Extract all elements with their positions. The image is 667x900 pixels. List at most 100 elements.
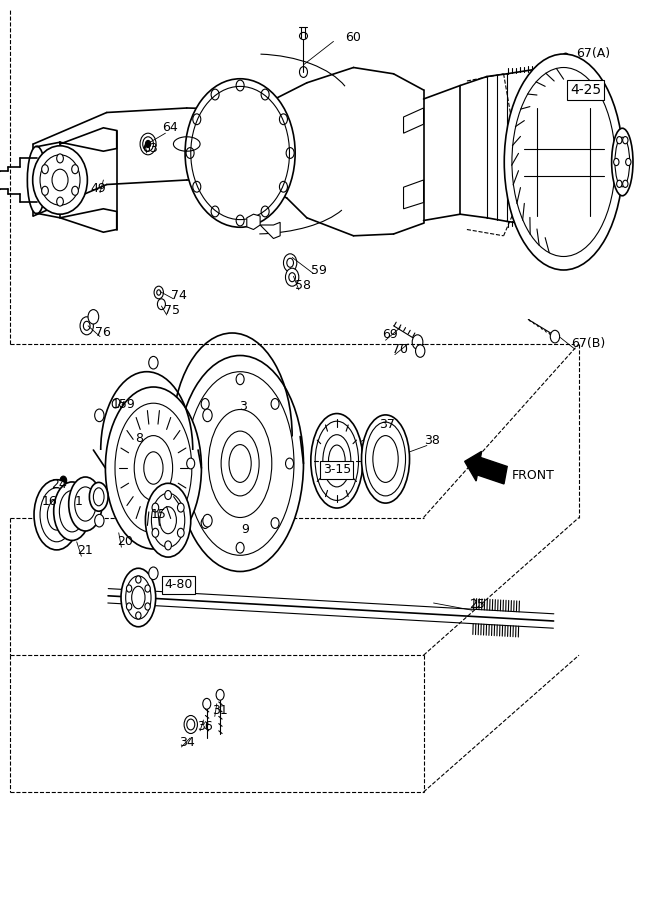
- Polygon shape: [260, 222, 280, 239]
- Text: 1: 1: [75, 495, 83, 508]
- Text: 38: 38: [424, 435, 440, 447]
- Circle shape: [95, 409, 104, 422]
- Text: 24: 24: [51, 478, 67, 491]
- Ellipse shape: [362, 415, 410, 503]
- Circle shape: [271, 518, 279, 528]
- Text: 9: 9: [241, 523, 249, 536]
- Ellipse shape: [75, 487, 96, 521]
- Circle shape: [177, 503, 184, 512]
- Circle shape: [60, 476, 67, 485]
- Circle shape: [416, 345, 425, 357]
- Ellipse shape: [144, 452, 163, 484]
- Circle shape: [143, 137, 153, 151]
- Circle shape: [201, 518, 209, 528]
- Text: 49: 49: [91, 183, 107, 195]
- Circle shape: [127, 603, 132, 610]
- Text: 4-80: 4-80: [165, 579, 193, 591]
- Circle shape: [184, 716, 197, 733]
- Polygon shape: [60, 128, 117, 151]
- Ellipse shape: [299, 32, 307, 40]
- Circle shape: [412, 335, 423, 349]
- Circle shape: [154, 286, 163, 299]
- Circle shape: [203, 409, 212, 422]
- Ellipse shape: [69, 477, 102, 531]
- Circle shape: [201, 399, 209, 410]
- Text: 4-25: 4-25: [570, 83, 601, 97]
- Circle shape: [57, 197, 63, 206]
- Circle shape: [562, 53, 569, 62]
- Circle shape: [57, 154, 63, 163]
- Circle shape: [212, 500, 225, 518]
- Ellipse shape: [53, 482, 91, 540]
- Text: 58: 58: [295, 279, 311, 292]
- Circle shape: [285, 268, 299, 286]
- Polygon shape: [404, 180, 424, 209]
- Ellipse shape: [125, 576, 151, 619]
- Ellipse shape: [311, 413, 363, 508]
- Circle shape: [157, 299, 165, 310]
- Circle shape: [165, 541, 171, 550]
- Ellipse shape: [177, 356, 303, 572]
- Text: 60: 60: [346, 32, 362, 44]
- Ellipse shape: [186, 372, 294, 555]
- Circle shape: [203, 698, 211, 709]
- Text: 34: 34: [179, 736, 195, 749]
- Text: 59: 59: [311, 264, 327, 276]
- Ellipse shape: [112, 399, 120, 408]
- Polygon shape: [60, 209, 117, 232]
- Text: 67(B): 67(B): [571, 338, 606, 350]
- Text: 76: 76: [95, 327, 111, 339]
- Ellipse shape: [185, 79, 295, 227]
- Circle shape: [187, 719, 195, 730]
- Ellipse shape: [34, 480, 79, 550]
- Polygon shape: [247, 214, 260, 230]
- Circle shape: [41, 186, 48, 195]
- Text: 16: 16: [42, 495, 58, 508]
- Text: 3: 3: [239, 400, 247, 413]
- Ellipse shape: [27, 146, 46, 214]
- Circle shape: [177, 528, 184, 537]
- Circle shape: [145, 585, 150, 592]
- Text: 70: 70: [392, 343, 408, 356]
- Text: 67(A): 67(A): [576, 48, 611, 60]
- Circle shape: [152, 528, 159, 537]
- Ellipse shape: [131, 586, 145, 608]
- Text: 37: 37: [379, 418, 395, 431]
- Ellipse shape: [115, 403, 192, 533]
- Circle shape: [149, 356, 158, 369]
- Text: 69: 69: [382, 328, 398, 341]
- Circle shape: [283, 254, 297, 272]
- Text: 64: 64: [162, 122, 178, 134]
- Ellipse shape: [366, 422, 406, 496]
- Text: 8: 8: [135, 432, 143, 445]
- Ellipse shape: [93, 488, 104, 506]
- Circle shape: [285, 458, 293, 469]
- Circle shape: [80, 317, 93, 335]
- Ellipse shape: [145, 483, 191, 557]
- Circle shape: [165, 491, 171, 500]
- Circle shape: [135, 612, 141, 619]
- Circle shape: [149, 567, 158, 580]
- Circle shape: [187, 458, 195, 469]
- Circle shape: [616, 180, 622, 187]
- Circle shape: [88, 310, 99, 324]
- Circle shape: [236, 374, 244, 384]
- Ellipse shape: [40, 155, 80, 205]
- Text: 75: 75: [164, 304, 180, 317]
- Text: 159: 159: [111, 399, 135, 411]
- Circle shape: [145, 603, 150, 610]
- Text: 25: 25: [469, 598, 485, 611]
- Ellipse shape: [40, 488, 73, 542]
- Text: 74: 74: [171, 289, 187, 302]
- Ellipse shape: [566, 60, 574, 69]
- Ellipse shape: [512, 68, 615, 256]
- Text: 63: 63: [142, 142, 158, 155]
- Ellipse shape: [504, 54, 623, 270]
- Circle shape: [622, 137, 628, 144]
- Ellipse shape: [208, 410, 272, 518]
- Text: 15: 15: [151, 508, 167, 521]
- Ellipse shape: [121, 568, 155, 626]
- Ellipse shape: [105, 387, 201, 549]
- Circle shape: [614, 158, 619, 166]
- Ellipse shape: [134, 436, 173, 500]
